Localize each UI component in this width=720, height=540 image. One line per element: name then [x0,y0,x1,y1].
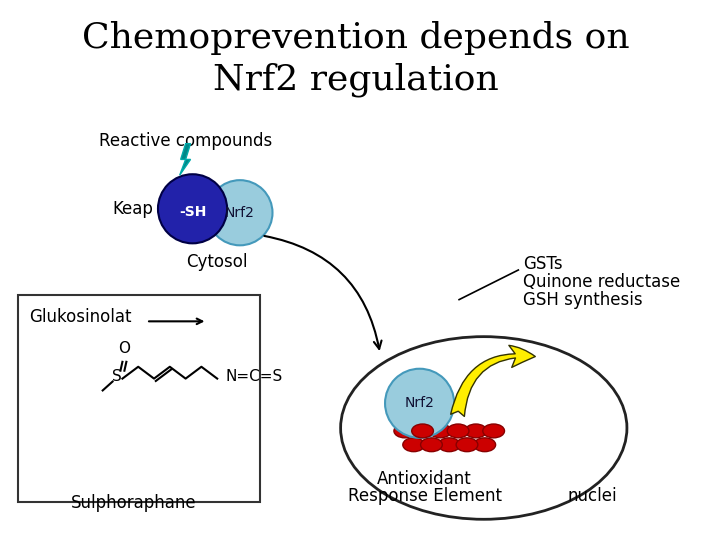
Text: N=C=S: N=C=S [225,369,282,384]
Text: Antioxidant: Antioxidant [377,470,472,488]
Ellipse shape [474,438,495,451]
Text: Nrf2: Nrf2 [225,206,255,220]
Text: Chemoprevention depends on: Chemoprevention depends on [81,21,629,55]
Text: -SH: -SH [179,205,206,219]
Ellipse shape [412,424,433,438]
Ellipse shape [341,336,627,519]
Text: Quinone reductase: Quinone reductase [523,273,680,291]
FancyArrowPatch shape [451,346,535,416]
Circle shape [207,180,272,245]
Text: nuclei: nuclei [567,487,617,505]
Text: Nrf2 regulation: Nrf2 regulation [212,63,498,97]
Circle shape [158,174,227,244]
Text: Keap: Keap [112,200,153,218]
FancyArrowPatch shape [264,236,382,349]
Ellipse shape [429,424,451,438]
Text: Response Element: Response Element [348,487,502,505]
Text: Reactive compounds: Reactive compounds [99,132,272,150]
Text: O: O [118,341,130,356]
Text: Nrf2: Nrf2 [405,396,435,410]
Ellipse shape [420,438,442,451]
FancyBboxPatch shape [18,295,260,502]
Ellipse shape [456,438,478,451]
Circle shape [385,369,454,438]
Ellipse shape [465,424,487,438]
Polygon shape [180,144,191,175]
Text: Glukosinolat: Glukosinolat [30,307,132,326]
Ellipse shape [402,438,425,451]
Ellipse shape [394,424,415,438]
Ellipse shape [483,424,505,438]
Text: Sulphoraphane: Sulphoraphane [71,494,196,512]
Text: GSH synthesis: GSH synthesis [523,291,643,309]
Ellipse shape [447,424,469,438]
Text: S: S [112,369,122,384]
Text: GSTs: GSTs [523,255,563,273]
Text: Cytosol: Cytosol [186,253,248,271]
Ellipse shape [438,438,460,451]
